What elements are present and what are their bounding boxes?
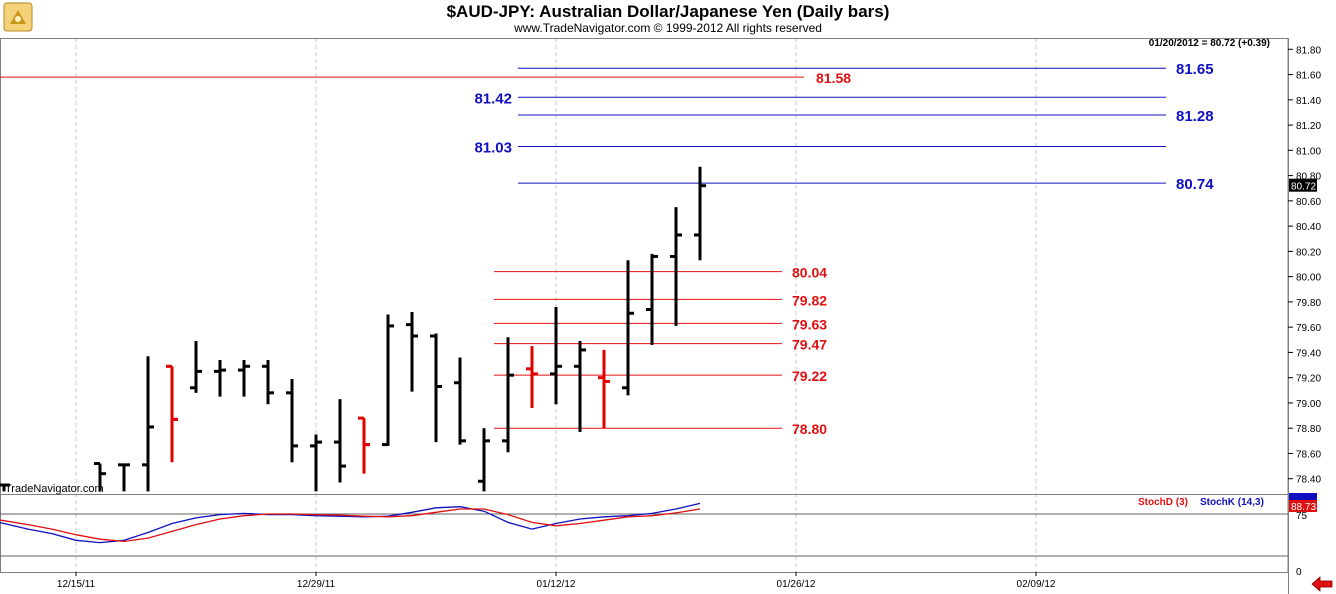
stoch-value-tag-text: 88.73 [1291,502,1316,513]
copyright-text: www.TradeNavigator.com © 1999-2012 All r… [514,21,822,35]
price-tick-label: 78.60 [1296,449,1321,460]
stoch-k-line [0,502,701,544]
price-tick-label: 81.20 [1296,121,1321,132]
stoch-tick-label: 75 [1296,511,1308,522]
last-price-tag [1289,178,1317,192]
price-tick-label: 79.80 [1296,298,1321,309]
trade-navigator-logo-icon[interactable] [3,2,33,37]
red-level-label: 81.58 [816,70,851,86]
blue-level-label: 81.65 [1176,61,1214,78]
last-price-tag-text: 80.72 [1291,182,1316,193]
price-tick-label: 80.20 [1296,247,1321,258]
price-tick-label: 80.60 [1296,197,1321,208]
price-tick-label: 81.60 [1296,71,1321,82]
blue-level-label: 81.28 [1176,108,1214,125]
date-tick-label: 01/26/12 [777,579,816,590]
date-tick-label: 02/09/12 [1017,579,1056,590]
date-tick-label: 12/29/11 [297,579,336,590]
price-axis: 81.80 81.60 81.40 81.20 81.00 80.80 80.60 80.40… [1288,45,1321,486]
blue-level-label: 80.74 [1176,176,1214,193]
stoch-tick-label: 0 [1296,567,1302,578]
stoch-d-line [0,508,701,543]
plot-border [0,38,1289,573]
red-level-label: 80.04 [792,265,827,281]
price-tick-label: 78.40 [1296,475,1321,486]
price-tick-label: 79.40 [1296,348,1321,359]
chart-frame [0,38,1289,594]
blue-level-label: 81.42 [474,90,512,107]
price-tick-label: 79.20 [1296,374,1321,385]
red-level-label: 79.63 [792,316,827,332]
red-level-label: 79.82 [792,292,827,308]
price-tick-label: 79.00 [1296,399,1321,410]
chart-title: $AUD-JPY: Australian Dollar/Japanese Yen… [446,2,890,21]
blue-level-label: 81.03 [474,140,512,157]
stoch-d-legend: StochD (3) [1138,497,1188,508]
price-tick-label: 80.00 [1296,273,1321,284]
price-tick-label: 81.80 [1296,45,1321,56]
stoch-value-tag-k [1289,493,1317,500]
price-tick-label: 81.40 [1296,96,1321,107]
watermark-text: TradeNavigator.com [5,483,104,495]
scroll-left-arrow-icon[interactable] [1310,575,1334,593]
stoch-value-tag [1289,500,1317,512]
price-tick-label: 80.40 [1296,222,1321,233]
price-tick-label: 78.80 [1296,424,1321,435]
chart-header: $AUD-JPY: Australian Dollar/Japanese Yen… [0,0,1336,38]
price-bars [0,166,706,492]
price-tick-label: 80.80 [1296,172,1321,183]
red-level-label: 79.22 [792,368,827,384]
date-axis: 12/15/11 12/29/11 01/12/12 01/26/12 02/09/12 [57,572,1056,590]
price-tick-label: 79.60 [1296,323,1321,334]
stochastic-panel: StochD (3) StochK (14,3) 75 0 88.73 [0,493,1317,578]
grid-lines [75,38,1037,572]
date-tick-label: 01/12/12 [537,579,576,590]
stoch-k-legend: StochK (14,3) [1200,497,1264,508]
last-price-label: 01/20/2012 = 80.72 (+0.39) [1149,38,1270,49]
price-tick-label: 81.00 [1296,146,1321,157]
date-tick-label: 12/15/11 [57,579,96,590]
red-level-label: 79.47 [792,337,827,353]
red-level-label: 78.80 [792,421,827,437]
level-lines: 81.65 81.42 81.28 81.03 80.74 81.58 80.04 79.82… [0,61,1214,437]
